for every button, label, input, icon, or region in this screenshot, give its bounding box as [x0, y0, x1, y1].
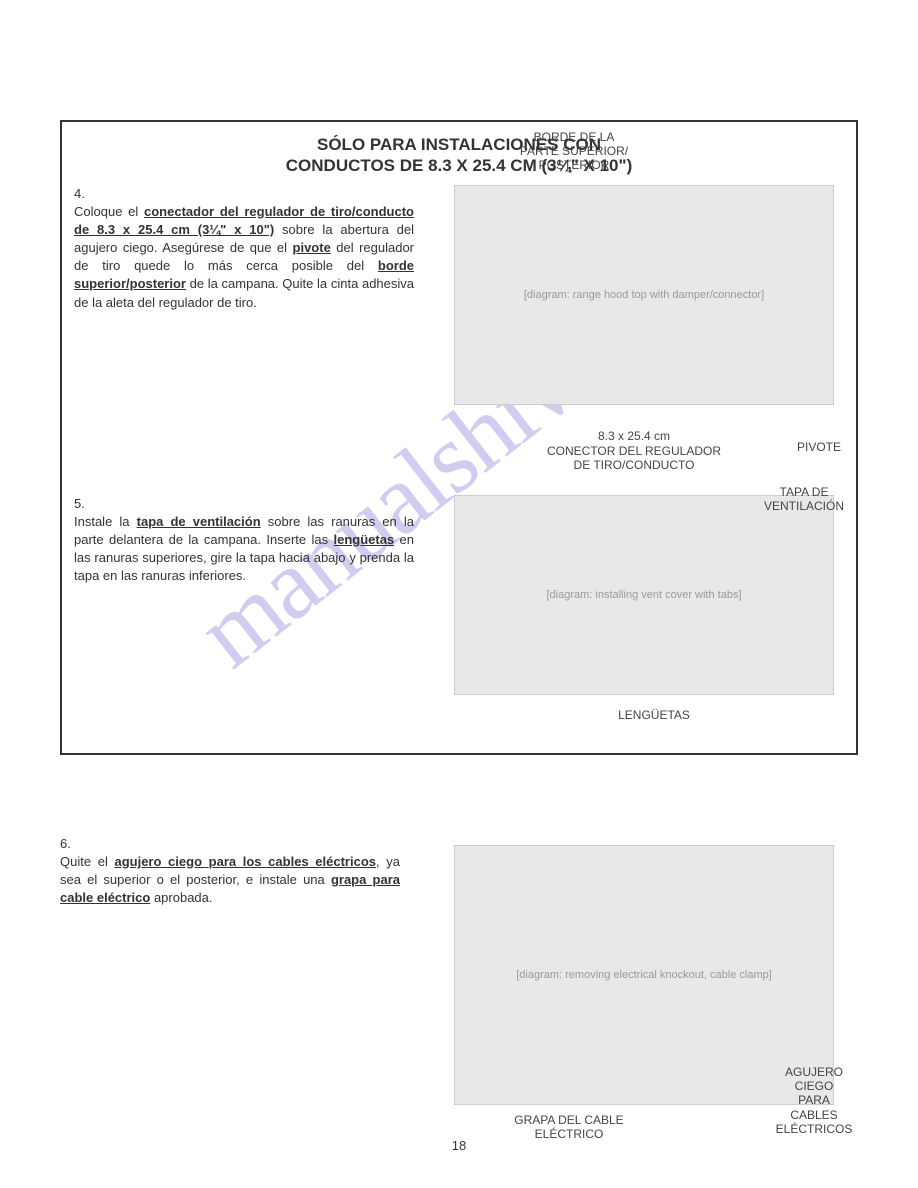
s5-u1: tapa de ventilación	[137, 514, 261, 529]
boxed-ducted-section: SÓLO PARA INSTALACIONES CON CONDUCTOS DE…	[60, 120, 858, 755]
step-5-diagram: [diagram: installing vent cover with tab…	[454, 495, 834, 695]
img3-alt: [diagram: removing electrical knockout, …	[516, 969, 772, 981]
callout-grapa-text: GRAPA DEL CABLE ELÉCTRICO	[514, 1113, 623, 1141]
img2-alt: [diagram: installing vent cover with tab…	[546, 589, 741, 601]
step-5-text: 5. Instale la tapa de ventilación sobre …	[74, 495, 444, 586]
callout-borde-superior: BORDE DE LA PARTE SUPERIOR/ POSTERIOR	[504, 130, 644, 173]
step-5-number: 5.	[74, 495, 92, 513]
step-6-image-col: [diagram: removing electrical knockout, …	[430, 835, 858, 1165]
callout-dim: 8.3 x 25.4 cm	[598, 429, 670, 443]
callout-tapa-text: TAPA DE VENTILACIÓN	[764, 485, 844, 513]
callout-lenguetas: LENGÜETAS	[594, 708, 714, 722]
callout-pivote: PIVOTE	[784, 440, 854, 454]
s5-pre: Instale la	[74, 514, 137, 529]
step-6-body: Quite el agujero ciego para los cables e…	[60, 853, 400, 908]
step-6-number: 6.	[60, 835, 78, 853]
callout-lenguetas-text: LENGÜETAS	[618, 708, 690, 722]
s6-u1: agujero ciego para los cables eléctricos	[114, 854, 376, 869]
callout-pivote-text: PIVOTE	[797, 440, 841, 454]
step-4-text: 4. Coloque el conectador del regulador d…	[74, 185, 444, 312]
step-4-image-col: BORDE DE LA PARTE SUPERIOR/ POSTERIOR [d…	[444, 185, 844, 405]
step-5-image-col: TAPA DE VENTILACIÓN [diagram: installing…	[444, 495, 844, 695]
s6-pre: Quite el	[60, 854, 114, 869]
callout-agujero: AGUJERO CIEGO PARA CABLES ELÉCTRICOS	[764, 1065, 864, 1137]
callout-conn-text: CONECTOR DEL REGULADOR DE TIRO/CONDUCTO	[547, 444, 721, 472]
s4-pre: Coloque el	[74, 204, 144, 219]
callout-conector: 8.3 x 25.4 cm CONECTOR DEL REGULADOR DE …	[514, 429, 754, 472]
callout-grapa: GRAPA DEL CABLE ELÉCTRICO	[494, 1113, 644, 1142]
step-4-row: 4. Coloque el conectador del regulador d…	[74, 185, 844, 405]
step-6-row: 6. Quite el agujero ciego para los cable…	[60, 835, 858, 1165]
callout-borde-superior-text: BORDE DE LA PARTE SUPERIOR/ POSTERIOR	[520, 130, 628, 173]
img1-alt: [diagram: range hood top with damper/con…	[524, 289, 764, 301]
callout-agujero-text: AGUJERO CIEGO PARA CABLES ELÉCTRICOS	[776, 1065, 853, 1137]
step-6-text: 6. Quite el agujero ciego para los cable…	[60, 835, 430, 908]
step-4-body: Coloque el conectador del regulador de t…	[74, 203, 414, 312]
step-5-body: Instale la tapa de ventilación sobre las…	[74, 513, 414, 586]
step-4-number: 4.	[74, 185, 92, 203]
step-5-row: 5. Instale la tapa de ventilación sobre …	[74, 495, 844, 695]
s5-u2: lengüetas	[333, 532, 394, 547]
step-4-diagram: [diagram: range hood top with damper/con…	[454, 185, 834, 405]
callout-tapa: TAPA DE VENTILACIÓN	[754, 485, 854, 514]
s4-u2: pivote	[293, 240, 331, 255]
s6-post: aprobada.	[150, 890, 212, 905]
page-number: 18	[452, 1138, 466, 1153]
